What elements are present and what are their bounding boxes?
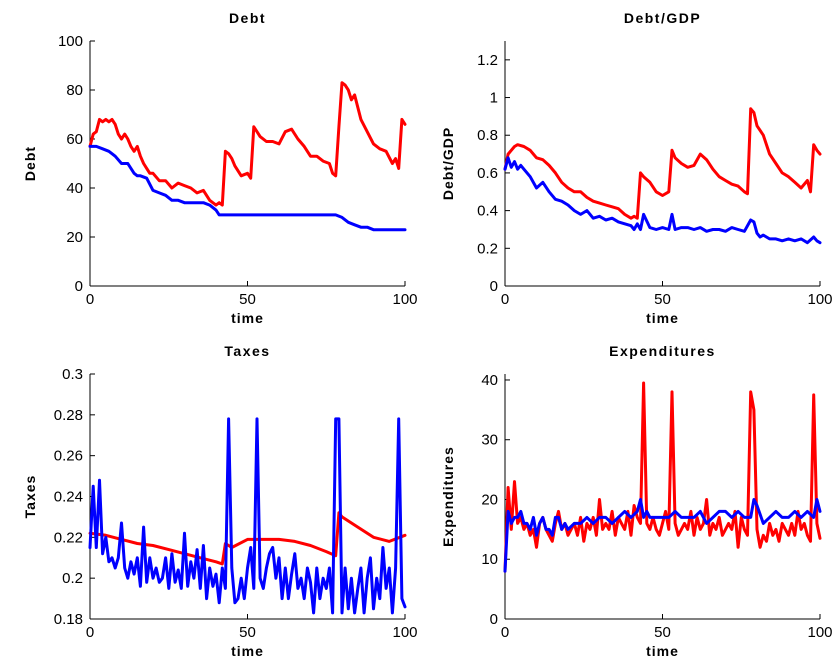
expenditures-y-tick-label: 40 [481, 372, 498, 389]
taxes-title: Taxes [224, 343, 270, 359]
expenditures-series-red-line [503, 381, 822, 573]
debt-y-label: Debt [22, 146, 38, 181]
debt-y-tick-label: 60 [66, 131, 83, 148]
debt-gdp-y-tick-label: 0 [490, 278, 498, 295]
taxes-chart: 0 50 100 0.18 0.2 0.22 0.24 0.26 0.28 0.3 Taxes tim… [22, 343, 418, 659]
expenditures-y-tick-label: 20 [481, 491, 498, 508]
debt-gdp-y-tick-label: 0.8 [477, 127, 498, 144]
debt-gdp-series-red-line [503, 107, 822, 220]
taxes-x-tick-label: 100 [392, 624, 417, 641]
debt-gdp-y-tick-label: 1 [490, 90, 498, 107]
debt-y-tick-label: 80 [66, 82, 83, 99]
expenditures-y-tick-label: 10 [481, 551, 498, 568]
debt-title: Debt [229, 10, 266, 26]
taxes-y-label: Taxes [22, 475, 38, 519]
debt-gdp-y-tick-label: 0.6 [477, 165, 498, 182]
expenditures-chart: 0 50 100 0 10 20 30 40 Expenditures time Expenditu… [440, 343, 833, 659]
debt-gdp-title: Debt/GDP [624, 10, 701, 26]
debt-gdp-x-tick-label: 50 [654, 291, 671, 308]
expenditures-title: Expenditures [609, 343, 716, 359]
debt-gdp-series-blue-line [503, 156, 822, 245]
expenditures-x-tick-label: 50 [654, 624, 671, 641]
debt-x-tick-label: 100 [392, 291, 417, 308]
taxes-x-label: time [231, 643, 264, 659]
debt-series-red-line [88, 81, 407, 207]
debt-chart: 0 50 100 0 20 40 60 80 100 Debt time Debt [22, 10, 418, 326]
debt-gdp-y-tick-label: 1.2 [477, 52, 498, 69]
debt-y-tick-label: 20 [66, 229, 83, 246]
debt-gdp-y-tick-label: 0.4 [477, 203, 498, 220]
taxes-x-tick-label: 0 [86, 624, 94, 641]
expenditures-y-tick-label: 30 [481, 432, 498, 449]
debt-x-tick-label: 50 [239, 291, 256, 308]
debt-gdp-x-tick-label: 0 [501, 291, 509, 308]
expenditures-x-tick-label: 0 [501, 624, 509, 641]
taxes-x-tick-label: 50 [239, 624, 256, 641]
debt-y-tick-label: 0 [75, 278, 83, 295]
debt-y-tick-label: 40 [66, 180, 83, 197]
debt-gdp-x-label: time [646, 310, 679, 326]
taxes-series-red-line [88, 511, 407, 566]
expenditures-y-tick-label: 0 [490, 611, 498, 628]
taxes-y-tick-label: 0.24 [54, 489, 83, 506]
expenditures-y-label: Expenditures [440, 446, 456, 547]
expenditures-series-blue-line [503, 498, 822, 573]
debt-gdp-x-tick-label: 100 [807, 291, 832, 308]
debt-gdp-y-label: Debt/GDP [440, 127, 456, 200]
taxes-series-blue-line [88, 417, 407, 615]
taxes-y-tick-label: 0.28 [54, 407, 83, 424]
expenditures-x-tick-label: 100 [807, 624, 832, 641]
taxes-y-tick-label: 0.26 [54, 448, 83, 465]
debt-gdp-chart: 0 50 100 0 0.2 0.4 0.6 0.8 1 1.2 Debt/GDP time Debt/… [440, 10, 833, 326]
debt-x-label: time [231, 310, 264, 326]
debt-gdp-y-tick-label: 0.2 [477, 240, 498, 257]
taxes-y-tick-label: 0.22 [54, 529, 83, 546]
taxes-y-tick-label: 0.18 [54, 611, 83, 628]
taxes-y-tick-label: 0.2 [62, 570, 83, 587]
taxes-y-tick-label: 0.3 [62, 366, 83, 383]
debt-y-tick-label: 100 [58, 33, 83, 50]
debt-series-blue-line [88, 144, 407, 232]
debt-x-tick-label: 0 [86, 291, 94, 308]
expenditures-x-label: time [646, 643, 679, 659]
